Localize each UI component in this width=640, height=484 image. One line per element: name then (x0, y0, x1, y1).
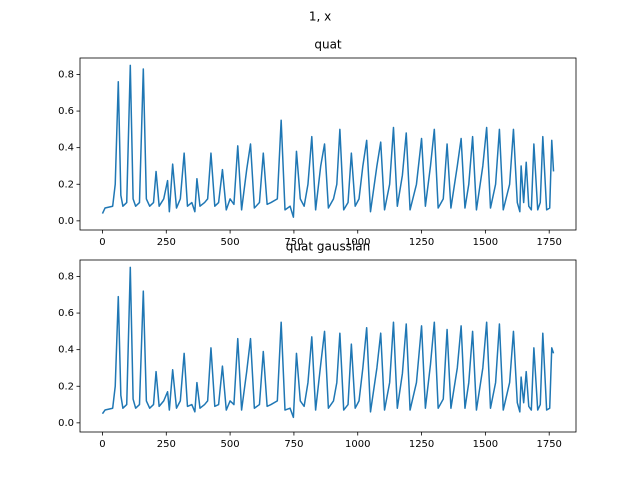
data-line (101, 64, 555, 218)
figure-title: 1, x (309, 10, 331, 24)
y-tick-label: 0.2 (58, 381, 74, 392)
y-tick-label: 0.2 (58, 179, 74, 190)
x-tick-label: 1750 (536, 439, 561, 450)
x-tick-label: 750 (284, 439, 303, 450)
x-tick-label: 1000 (345, 439, 370, 450)
x-tick-label: 1500 (473, 237, 498, 248)
x-tick-label: 250 (157, 237, 176, 248)
x-tick-label: 0 (99, 237, 105, 248)
y-tick-label: 0.4 (58, 345, 74, 356)
x-tick-label: 500 (221, 439, 240, 450)
x-tick-label: 1250 (409, 439, 434, 450)
axes-title: quat (314, 38, 342, 52)
x-tick-label: 250 (157, 439, 176, 450)
x-tick-label: 1250 (409, 237, 434, 248)
axes-frame (79, 57, 577, 231)
x-tick-label: 500 (221, 237, 240, 248)
data-line (101, 266, 555, 419)
y-tick-label: 0.8 (58, 271, 74, 282)
y-tick-label: 0.8 (58, 69, 74, 80)
y-tick-label: 0.6 (58, 308, 74, 319)
x-tick-label: 1000 (345, 237, 370, 248)
x-tick-label: 1500 (473, 439, 498, 450)
y-tick-label: 0.6 (58, 106, 74, 117)
y-tick-label: 0.0 (58, 418, 74, 429)
x-tick-label: 750 (284, 237, 303, 248)
y-tick-label: 0.0 (58, 216, 74, 227)
x-tick-label: 1750 (536, 237, 561, 248)
y-tick-label: 0.4 (58, 143, 74, 154)
axes-title: quat gaussian (286, 240, 370, 254)
axes-frame (79, 259, 577, 433)
x-tick-label: 0 (99, 439, 105, 450)
